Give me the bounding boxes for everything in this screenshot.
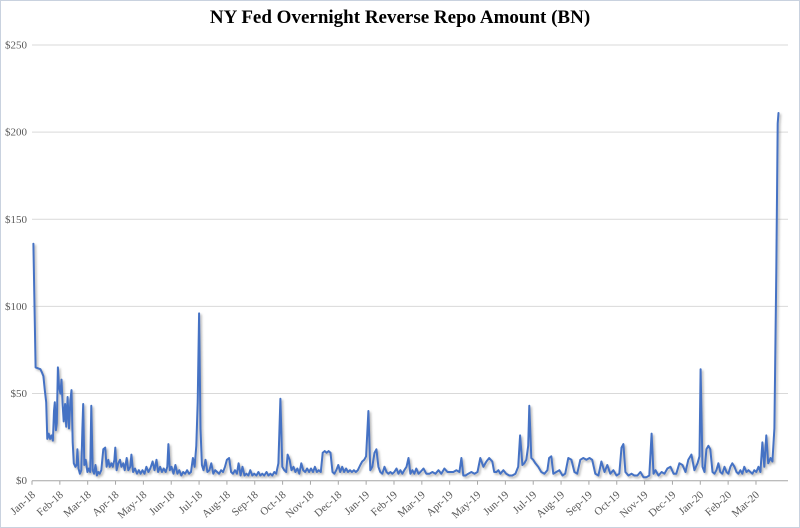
x-axis-label: Nov-18 — [283, 489, 316, 521]
x-axis-label: Sep-19 — [564, 489, 596, 519]
y-axis-label: $0 — [16, 475, 28, 487]
x-axis-label: Jan-20 — [676, 489, 706, 518]
x-axis-label: Mar-20 — [730, 489, 763, 520]
x-axis-label: Jun-18 — [147, 489, 178, 518]
x-axis-label: Feb-18 — [35, 489, 67, 519]
repo-amount-line — [32, 112, 780, 479]
x-axis-label: Mar-19 — [395, 489, 428, 520]
gridlines — [32, 44, 788, 395]
x-axis-label: Aug-18 — [200, 489, 233, 521]
x-axis-label: Jun-19 — [481, 489, 512, 518]
x-axis-label: Jan-19 — [342, 489, 372, 518]
x-axis-label: Dec-18 — [312, 489, 344, 520]
y-axis-label: $200 — [5, 127, 28, 139]
x-axis-label: Aug-19 — [534, 489, 567, 521]
x-axis-label: May-19 — [450, 489, 484, 522]
y-axis-label: $100 — [5, 301, 28, 313]
y-axis-label: $50 — [11, 388, 28, 400]
axes — [31, 480, 788, 485]
y-axis-label: $250 — [5, 40, 28, 52]
data-series — [32, 112, 780, 479]
x-axis-label: Jan-18 — [8, 489, 38, 518]
x-axis-label: Feb-20 — [703, 489, 735, 519]
x-axis-label: Dec-19 — [646, 489, 678, 520]
x-axis-label: Feb-19 — [369, 489, 401, 519]
chart-title: NY Fed Overnight Reverse Repo Amount (BN… — [209, 7, 591, 28]
x-axis-label: May-18 — [115, 489, 149, 522]
y-axis-label: $150 — [5, 214, 28, 226]
x-axis-label: Mar-18 — [61, 489, 94, 520]
x-axis-label: Nov-19 — [618, 489, 651, 521]
x-axis-label: Sep-18 — [230, 489, 262, 519]
